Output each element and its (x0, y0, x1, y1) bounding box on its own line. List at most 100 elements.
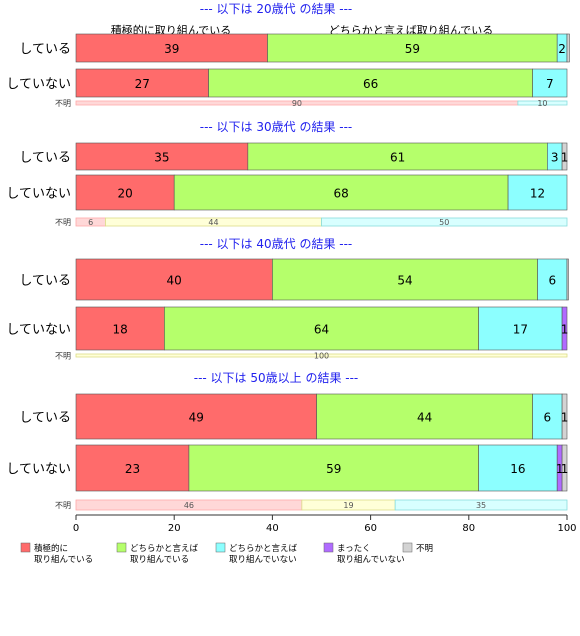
unknown-data-label: 50 (439, 218, 449, 227)
row-label: している (19, 274, 71, 289)
bar-segment (75, 444, 190, 492)
bar-segment (208, 68, 533, 98)
x-tick-label: 20 (168, 523, 181, 534)
bar-segment (507, 174, 568, 211)
data-label: 2 (558, 42, 566, 56)
row-label: していない (6, 187, 71, 202)
bar-segment (566, 258, 569, 301)
row-label: している (19, 42, 71, 57)
bar-segment (272, 258, 538, 301)
bar-segment (164, 306, 479, 351)
bar-segment (188, 444, 479, 492)
data-label: 40 (167, 274, 182, 288)
bar-segment (537, 258, 568, 301)
unknown-data-label: 6 (88, 218, 93, 227)
data-label: 6 (544, 411, 552, 425)
bar-segment (532, 68, 568, 98)
bar-segment (561, 444, 568, 492)
data-label: 1 (561, 151, 569, 165)
legend-label: 取り組んでいない (229, 554, 297, 565)
unknown-row-label: 不明 (55, 352, 71, 361)
unknown-data-label: 100 (314, 352, 329, 361)
data-label: 6 (548, 274, 556, 288)
unknown-segment (394, 499, 568, 511)
legend-label: 積極的に (34, 543, 68, 554)
group-title: --- 以下は 20歳代 の結果 --- (200, 2, 353, 16)
x-tick-label: 40 (266, 523, 279, 534)
group-title: --- 以下は 50歳以上 の結果 --- (194, 371, 359, 385)
legend-label: 取り組んでいない (337, 554, 405, 565)
unknown-data-label: 35 (476, 501, 486, 510)
unknown-segment (75, 353, 568, 358)
data-label: 1 (561, 462, 569, 476)
data-label: 59 (405, 42, 420, 56)
x-tick-label: 60 (364, 523, 377, 534)
data-label: 44 (417, 411, 432, 425)
legend-label: どちらかと言えば (130, 543, 199, 554)
data-label: 18 (113, 323, 128, 337)
unknown-data-label: 46 (184, 501, 194, 510)
row-label: していない (6, 77, 71, 92)
data-label: 27 (135, 77, 150, 91)
data-label: 54 (397, 274, 412, 288)
legend-label: 不明 (416, 544, 433, 554)
data-label: 20 (117, 187, 132, 201)
legend-swatch (215, 542, 226, 553)
bar-segment (478, 306, 563, 351)
unknown-row-label: 不明 (55, 501, 71, 510)
data-label: 12 (530, 187, 545, 201)
unknown-segment (321, 217, 568, 227)
data-label: 17 (513, 323, 528, 337)
legend-label: 取り組んでいる (34, 554, 93, 565)
data-label: 23 (125, 462, 140, 476)
row-label: していない (6, 462, 71, 477)
data-label: 64 (314, 323, 329, 337)
data-label: 1 (561, 411, 569, 425)
bar-segment (561, 393, 568, 440)
legend-swatch (116, 542, 127, 553)
row-label: していない (6, 323, 71, 338)
bar-segment (75, 306, 165, 351)
legend-swatch (323, 542, 334, 553)
bar-segment (561, 142, 568, 171)
data-label: 39 (164, 42, 179, 56)
data-label: 1 (561, 323, 569, 337)
legend-label: 取り組んでいる (130, 554, 189, 565)
data-label: 68 (333, 187, 348, 201)
unknown-data-label: 19 (343, 501, 353, 510)
category-header-label: 積極的に取り組んでいる (111, 23, 231, 37)
legend-label: まったく (337, 544, 371, 554)
group-title: --- 以下は 40歳代 の結果 --- (200, 237, 353, 251)
bar-segment (75, 258, 273, 301)
x-tick-label: 0 (73, 523, 79, 534)
unknown-segment (517, 100, 568, 106)
group-title: --- 以下は 30歳代 の結果 --- (200, 120, 353, 134)
unknown-row-label: 不明 (55, 99, 71, 108)
bar-segment (316, 393, 533, 440)
unknown-data-label: 44 (208, 218, 218, 227)
x-tick-label: 80 (462, 523, 475, 534)
row-label: している (19, 411, 71, 426)
unknown-row-label: 不明 (55, 218, 71, 227)
bar-segment (75, 68, 209, 98)
bar-segment (75, 33, 268, 63)
data-label: 1 (556, 462, 564, 476)
data-label: 66 (363, 77, 378, 91)
legend-swatch (20, 542, 31, 553)
data-label: 35 (154, 151, 169, 165)
data-label: 49 (189, 411, 204, 425)
unknown-data-label: 90 (292, 99, 302, 108)
unknown-data-label: 10 (537, 99, 547, 108)
bar-segment (566, 33, 570, 63)
data-label: 61 (390, 151, 405, 165)
legend-label: どちらかと言えば (229, 543, 298, 554)
bar-segment (561, 306, 568, 351)
legend-swatch (402, 542, 413, 553)
bar-segment (173, 174, 509, 211)
data-label: 7 (546, 77, 554, 91)
data-label: 3 (551, 151, 559, 165)
bar-segment (75, 393, 317, 440)
bar-segment (478, 444, 558, 492)
data-label: 16 (510, 462, 525, 476)
